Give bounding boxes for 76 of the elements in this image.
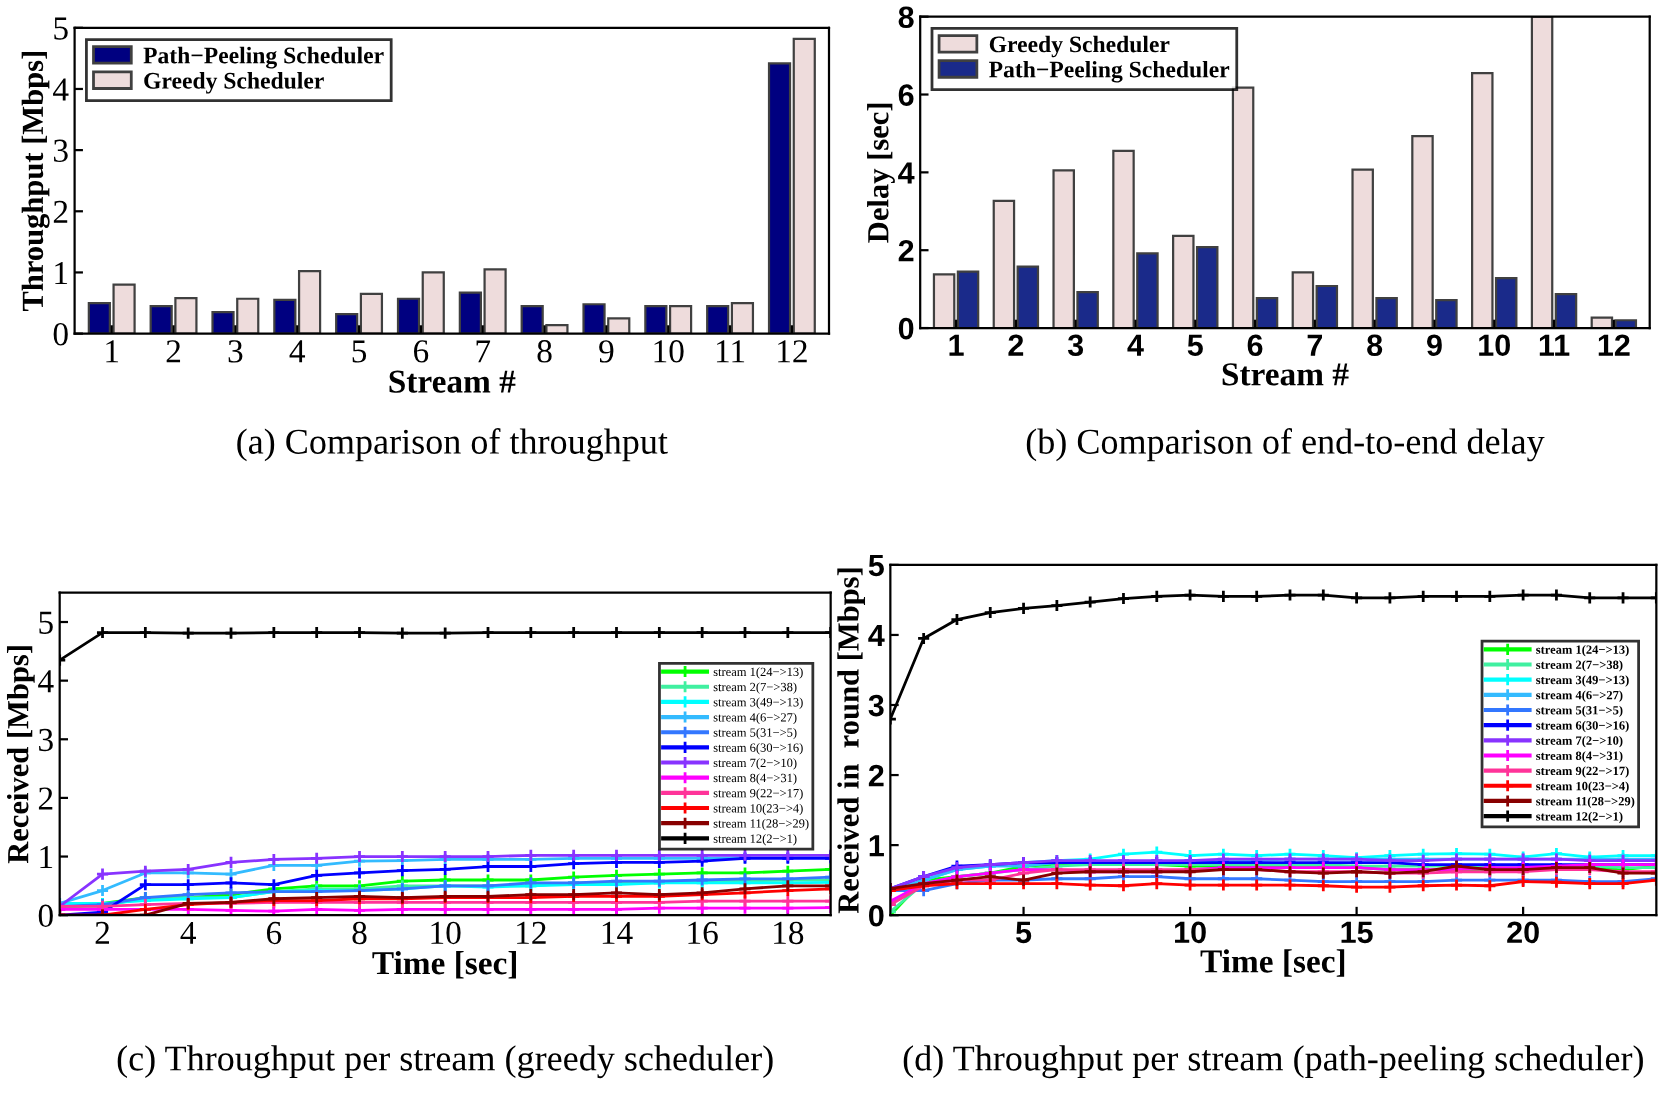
text: (b) Comparison of end-to-end delay [1026, 428, 1545, 462]
y-tick-label: 4 [38, 670, 54, 693]
y-tick-label: 4 [898, 162, 915, 184]
y-axis-title: Delay [sec] [867, 103, 895, 243]
x-tick-label: 2 [95, 921, 110, 944]
x-axis-title: Stream # [389, 370, 516, 393]
y-tick-label: 5 [54, 17, 68, 40]
y-tick-label: 3 [39, 728, 53, 752]
x-tick-label: 9 [1427, 334, 1442, 357]
x-tick-label: 6 [413, 340, 429, 363]
y-tick-label: 5 [39, 611, 53, 634]
y-tick-label: 1 [869, 835, 884, 857]
y-tick-label: 2 [868, 764, 884, 787]
y-axis-title: Received in round [Mbps] [837, 568, 866, 914]
x-tick-label: 18 [774, 921, 804, 945]
legend-label: Greedy Scheduler [144, 72, 324, 94]
x-tick-label: 4 [1127, 334, 1144, 356]
text: (a) Comparison of throughput [237, 428, 668, 462]
x-tick-label: 2 [166, 340, 181, 363]
y-tick-label: 8 [898, 6, 914, 29]
y-tick-label: 6 [898, 84, 914, 106]
y-tick-label: 2 [898, 239, 914, 262]
y-tick-label: 2 [38, 787, 53, 810]
x-axis-title: Stream # [1222, 363, 1349, 386]
x-tick-label: 12 [778, 340, 807, 363]
x-tick-label: 2 [1008, 334, 1024, 356]
x-tick-label: 10 [431, 921, 461, 945]
x-tick-label: 7 [476, 340, 491, 363]
x-axis-title: Time [sec] [372, 950, 516, 979]
x-tick-label: 3 [228, 340, 243, 363]
x-tick-label: 5 [1187, 334, 1203, 357]
x-tick-label: 4 [180, 921, 196, 944]
x-tick-label: 10 [1479, 334, 1510, 357]
y-tick-label: 0 [38, 904, 53, 928]
y-tick-label: 3 [868, 694, 884, 717]
y-tick-label: 2 [53, 200, 68, 223]
legend-label: Path−Peeling Scheduler [989, 60, 1230, 83]
x-axis-title: Time [sec] [1200, 949, 1345, 977]
x-tick-label: 20 [1507, 921, 1539, 944]
y-tick-label: 3 [53, 139, 68, 163]
x-tick-label: 5 [1016, 921, 1032, 944]
x-tick-label: 6 [266, 921, 282, 945]
y-tick-label: 5 [868, 554, 884, 577]
x-tick-label: 8 [352, 921, 367, 945]
x-tick-label: 6 [1247, 334, 1263, 357]
y-tick-label: 0 [869, 904, 884, 927]
x-tick-label: 8 [537, 340, 552, 363]
x-tick-label: 10 [654, 340, 684, 363]
x-tick-label: 5 [352, 340, 367, 363]
x-tick-label: 9 [599, 340, 614, 363]
x-tick-label: 11 [1539, 334, 1570, 356]
x-tick-label: 8 [1367, 334, 1383, 357]
y-tick-label: 1 [40, 846, 53, 869]
x-tick-label: 12 [1598, 334, 1630, 356]
x-tick-label: 7 [1307, 334, 1322, 356]
x-tick-label: 14 [602, 921, 633, 944]
x-tick-label: 3 [1067, 334, 1084, 357]
y-axis-title: Received [Mbps] [6, 646, 35, 864]
y-axis-title: Throughput [Mbps] [21, 52, 50, 312]
x-tick-label: 12 [517, 921, 546, 944]
x-tick-label: 10 [1175, 921, 1206, 944]
x-tick-label: 1 [949, 334, 964, 356]
x-tick-label: 16 [688, 921, 718, 945]
y-tick-label: 0 [898, 317, 914, 340]
legend-label: Path−Peeling Scheduler [143, 46, 384, 69]
y-tick-label: 1 [55, 262, 68, 285]
y-tick-label: 4 [53, 78, 69, 101]
text: (c) Throughput per stream (greedy scheduler) [117, 1045, 773, 1079]
x-tick-label: 15 [1341, 921, 1373, 944]
legend-label: Greedy Scheduler [989, 35, 1170, 58]
y-tick-label: 4 [868, 625, 885, 647]
x-tick-label: 1 [106, 340, 119, 363]
x-tick-label: 11 [716, 340, 745, 363]
text: (d) Throughput per stream (path-peeling scheduler) [903, 1045, 1643, 1079]
y-tick-label: 0 [53, 323, 68, 346]
x-tick-label: 4 [289, 340, 306, 363]
